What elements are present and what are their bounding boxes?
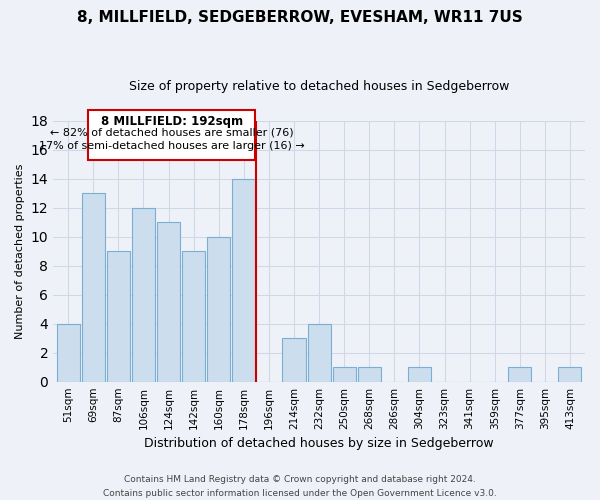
Bar — [56, 324, 80, 382]
Bar — [82, 193, 105, 382]
Text: 8 MILLFIELD: 192sqm: 8 MILLFIELD: 192sqm — [101, 116, 243, 128]
Bar — [182, 251, 205, 382]
Bar — [559, 367, 581, 382]
Bar — [283, 338, 305, 382]
Text: Contains HM Land Registry data © Crown copyright and database right 2024.
Contai: Contains HM Land Registry data © Crown c… — [103, 476, 497, 498]
Bar — [358, 367, 381, 382]
Bar — [308, 324, 331, 382]
Bar — [157, 222, 180, 382]
X-axis label: Distribution of detached houses by size in Sedgeberrow: Distribution of detached houses by size … — [144, 437, 494, 450]
Text: ← 82% of detached houses are smaller (76): ← 82% of detached houses are smaller (76… — [50, 128, 293, 138]
Bar — [207, 236, 230, 382]
Bar — [107, 251, 130, 382]
Bar — [132, 208, 155, 382]
FancyBboxPatch shape — [88, 110, 255, 160]
Bar — [508, 367, 532, 382]
Bar — [408, 367, 431, 382]
Bar — [332, 367, 356, 382]
Title: Size of property relative to detached houses in Sedgeberrow: Size of property relative to detached ho… — [129, 80, 509, 93]
Bar — [232, 178, 256, 382]
Text: 17% of semi-detached houses are larger (16) →: 17% of semi-detached houses are larger (… — [39, 141, 305, 151]
Text: 8, MILLFIELD, SEDGEBERROW, EVESHAM, WR11 7US: 8, MILLFIELD, SEDGEBERROW, EVESHAM, WR11… — [77, 10, 523, 25]
Y-axis label: Number of detached properties: Number of detached properties — [15, 164, 25, 339]
